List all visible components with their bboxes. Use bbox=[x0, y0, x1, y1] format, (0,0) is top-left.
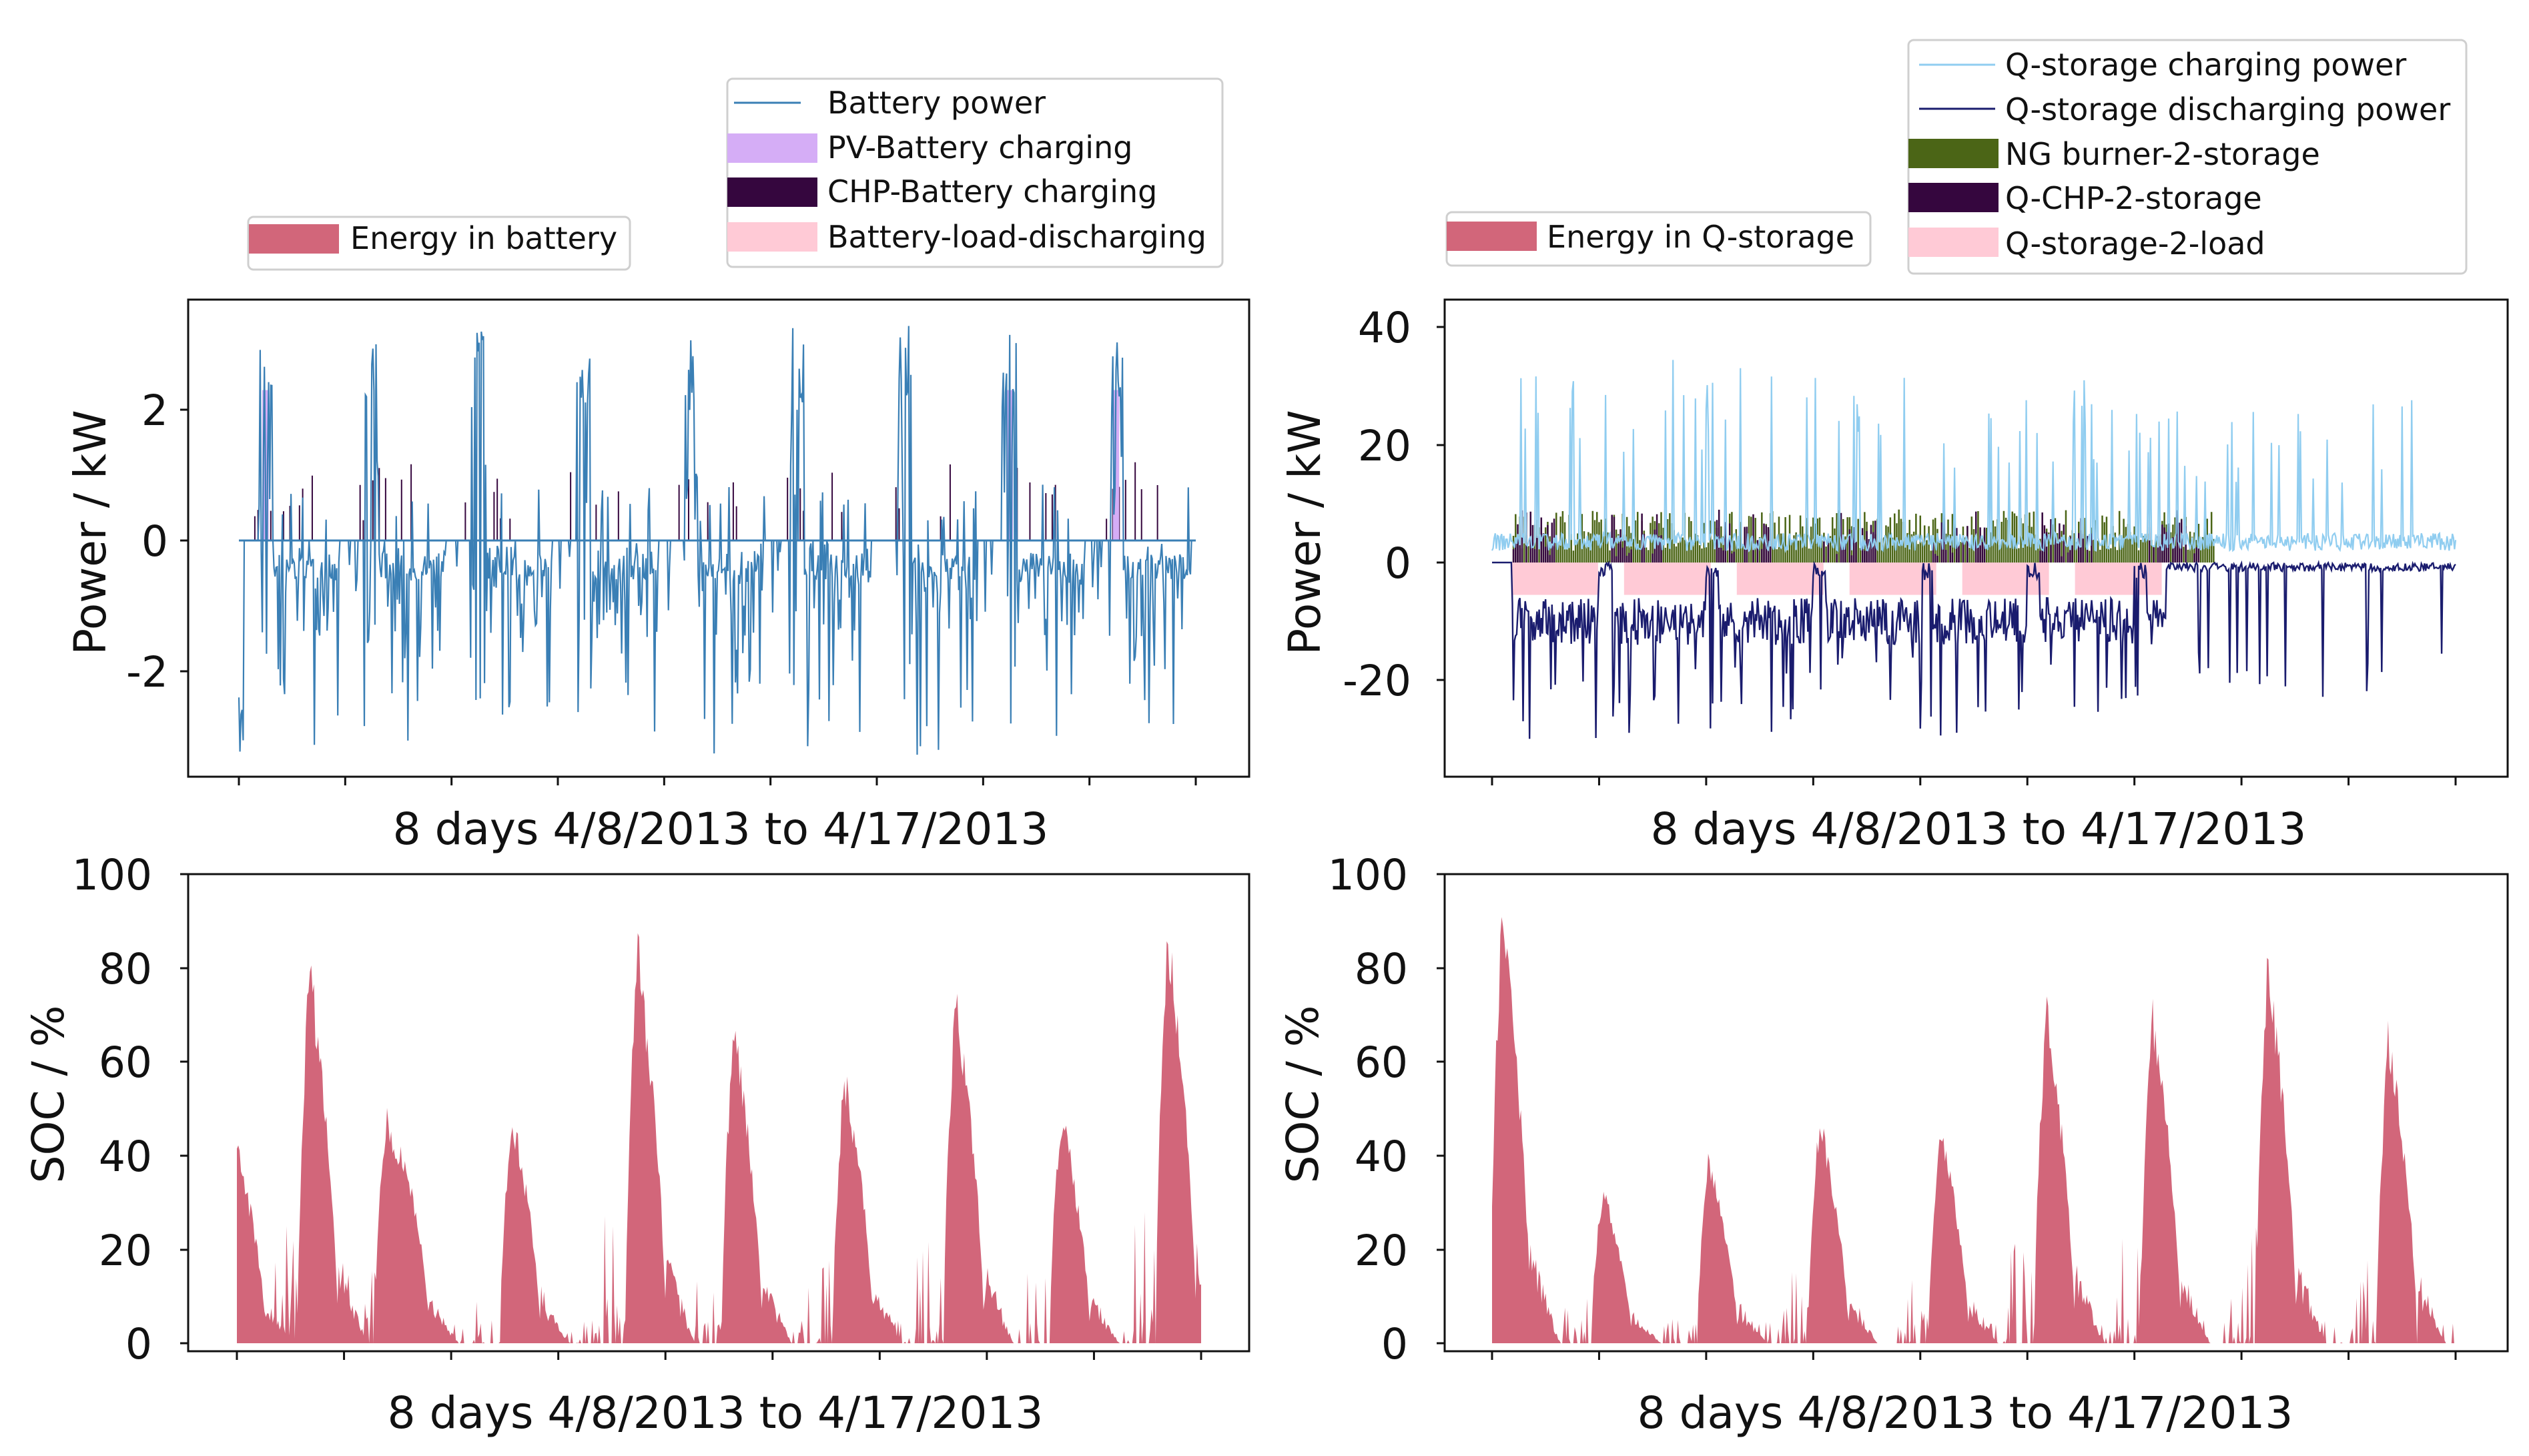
x-axis-label: 8 days 4/8/2013 to 4/17/2013 bbox=[1651, 803, 2307, 855]
y-tick-label: 80 bbox=[99, 945, 152, 994]
y-tick-label: 20 bbox=[1358, 422, 1411, 470]
legend-battery-power: Battery power bbox=[827, 85, 1046, 121]
y-tick-label: 0 bbox=[1381, 1320, 1408, 1369]
legend-box bbox=[726, 77, 1224, 268]
plot-frame bbox=[187, 298, 1250, 778]
energy-swatch bbox=[1447, 222, 1537, 251]
q-soc-area bbox=[1492, 917, 2456, 1343]
y-tick-label: 60 bbox=[99, 1038, 152, 1087]
battery-power-series bbox=[238, 326, 1196, 755]
y-tick-label: 100 bbox=[72, 851, 152, 899]
q-discharge-line bbox=[1492, 560, 2456, 739]
y-tick-label: 2 bbox=[141, 386, 168, 435]
q-charge-line bbox=[1491, 360, 2457, 553]
y-tick-label: 0 bbox=[125, 1320, 152, 1369]
legend-pv-charging: PV-Battery charging bbox=[827, 129, 1132, 165]
x-ticks bbox=[238, 777, 1197, 785]
energy-swatch bbox=[249, 224, 339, 254]
y-axis-label: SOC / % bbox=[1277, 1006, 1329, 1184]
chp-swatch bbox=[727, 177, 817, 207]
y-tick-label: 20 bbox=[99, 1226, 152, 1275]
legend-energy-battery: Energy in battery bbox=[350, 220, 617, 256]
ng-swatch bbox=[1908, 139, 1999, 168]
x-ticks bbox=[1491, 1351, 2457, 1360]
x-axis-label: 8 days 4/8/2013 to 4/17/2013 bbox=[1638, 1387, 2293, 1439]
q-power-series bbox=[1491, 360, 2457, 739]
y-tick-label: 80 bbox=[1355, 945, 1408, 994]
legend-q-chp: Q-CHP-2-storage bbox=[2005, 180, 2262, 216]
q-storage-load-mark bbox=[1736, 563, 1824, 595]
pv-swatch bbox=[727, 133, 817, 163]
battery-power-line bbox=[238, 326, 1196, 755]
pv-battery-charging-mark bbox=[1112, 390, 1120, 540]
battery-soc-area bbox=[237, 933, 1201, 1343]
y-tick-label: 100 bbox=[1328, 851, 1408, 899]
plot-frame bbox=[1443, 298, 2509, 778]
x-ticks bbox=[1491, 777, 2457, 785]
y-tick-label: 0 bbox=[1385, 539, 1411, 588]
y-tick-label: 40 bbox=[1358, 304, 1411, 352]
q-chp-swatch bbox=[1908, 183, 1999, 212]
soc-area bbox=[237, 933, 1201, 1343]
y-tick-label: 20 bbox=[1355, 1226, 1408, 1275]
q-soc-chart: 100 80 60 40 20 0 SOC / % 8 days 4/8/201… bbox=[1277, 851, 2509, 1439]
y-tick-label: 0 bbox=[141, 517, 168, 566]
x-axis-label: 8 days 4/8/2013 to 4/17/2013 bbox=[388, 1387, 1044, 1439]
y-tick-label: 40 bbox=[99, 1132, 152, 1181]
legend-q-load: Q-storage-2-load bbox=[2005, 226, 2265, 262]
y-tick-label: 40 bbox=[1355, 1132, 1408, 1181]
legend-box bbox=[247, 216, 631, 271]
legend-q-discharge: Q-storage discharging power bbox=[2005, 91, 2450, 127]
legend-ng: NG burner-2-storage bbox=[2005, 136, 2320, 172]
battery-legend-right: Battery power PV-Battery charging CHP-Ba… bbox=[726, 77, 1224, 268]
y-tick-label: 60 bbox=[1355, 1038, 1408, 1087]
battery-legend-left: Energy in battery bbox=[247, 216, 631, 271]
y-axis-label: Power / kW bbox=[65, 410, 116, 655]
q-legend-right: Q-storage charging power Q-storage disch… bbox=[1907, 39, 2468, 275]
legend-q-charge: Q-storage charging power bbox=[2005, 47, 2406, 83]
plot-frame bbox=[1443, 873, 2509, 1353]
q-power-chart: 40 20 0 -20 Power / kW 8 days 4/8/2013 t… bbox=[1279, 298, 2509, 855]
legend-energy-q: Energy in Q-storage bbox=[1547, 219, 1854, 255]
q-storage-load-mark bbox=[1511, 563, 1598, 595]
legend-load-discharging: Battery-load-discharging bbox=[827, 219, 1206, 255]
x-ticks bbox=[236, 1351, 1202, 1360]
q-storage-load-mark bbox=[2075, 563, 2162, 595]
y-tick-label: -2 bbox=[126, 648, 168, 697]
plot-frame bbox=[187, 873, 1250, 1353]
q-legend-left: Energy in Q-storage bbox=[1445, 211, 1872, 267]
battery-soc-chart: 100 80 60 40 20 0 SOC / % 8 days 4/8/201… bbox=[23, 851, 1250, 1439]
y-axis-label: Power / kW bbox=[1279, 410, 1331, 655]
q-storage-load-mark bbox=[1623, 563, 1711, 595]
x-axis-label: 8 days 4/8/2013 to 4/17/2013 bbox=[393, 803, 1049, 855]
load-swatch bbox=[727, 222, 817, 252]
y-axis-label: SOC / % bbox=[23, 1006, 74, 1184]
q-load-swatch bbox=[1908, 228, 1999, 257]
y-tick-label: -20 bbox=[1343, 657, 1411, 705]
battery-power-chart: 2 0 -2 Power / kW 8 days 4/8/2013 to 4/1… bbox=[65, 298, 1250, 855]
soc-area bbox=[1492, 917, 2456, 1343]
legend-chp-charging: CHP-Battery charging bbox=[827, 173, 1157, 210]
